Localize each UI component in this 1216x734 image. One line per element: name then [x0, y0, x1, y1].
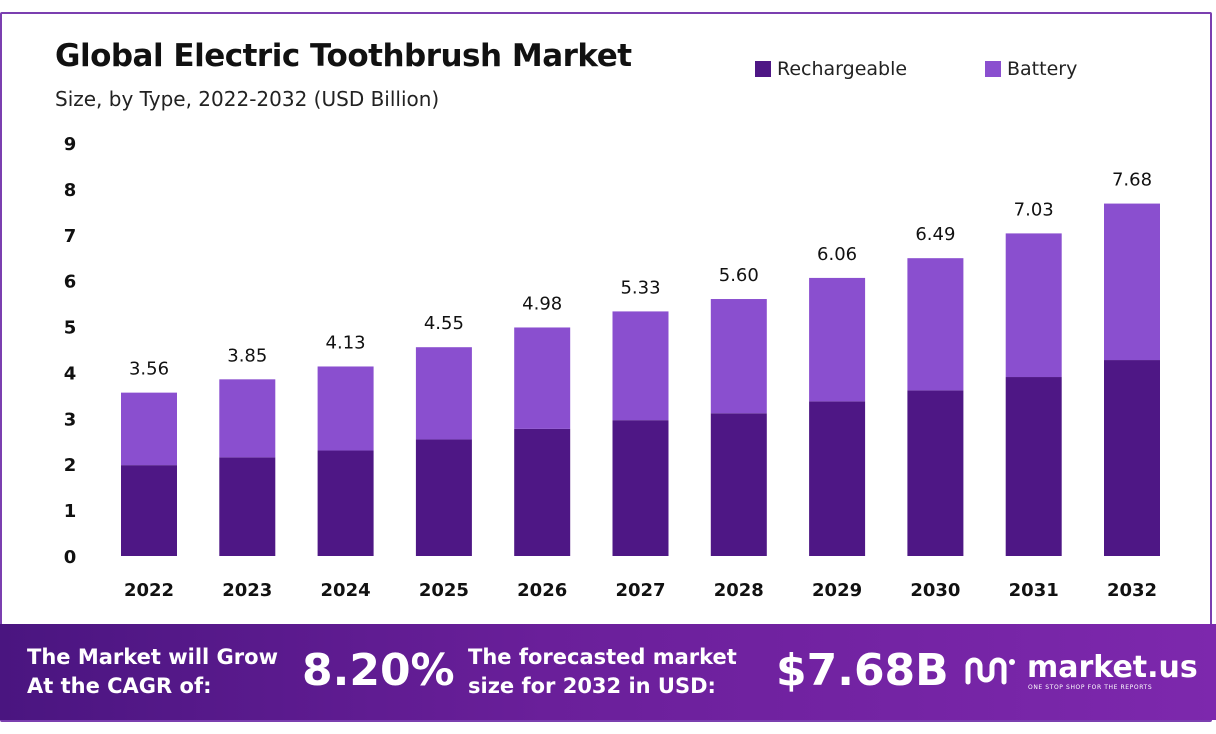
cagr-label-line1: The Market will Grow: [27, 645, 278, 669]
data-label-total-2031: 7.03: [1014, 199, 1054, 220]
forecast-label: The forecasted market size for 2032 in U…: [468, 643, 737, 701]
bar-rechargeable-2031: [1005, 377, 1062, 556]
legend-item-rechargeable: Rechargeable: [755, 58, 907, 80]
bar-rechargeable-2023: [219, 457, 276, 556]
bar-battery-2027: [612, 311, 669, 421]
x-tick-label-2028: 2028: [714, 580, 764, 601]
legend-item-battery: Battery: [985, 58, 1077, 80]
cagr-value: 8.20%: [302, 645, 455, 696]
bar-rechargeable-2025: [415, 439, 472, 556]
summary-banner: [0, 624, 1216, 720]
bar-chart: 0 1 2 3 4 5 6 7 8 9 3.56 2022 3.85 2023 4.13 2024 4.55 20…: [64, 134, 1160, 601]
y-tick-label: 7: [64, 226, 77, 247]
cagr-label: The Market will Grow At the CAGR of:: [27, 643, 278, 701]
data-label-total-2030: 6.49: [915, 224, 955, 245]
y-tick-label: 8: [64, 180, 77, 201]
data-label-total-2027: 5.33: [620, 277, 660, 298]
chart-title: Global Electric Toothbrush Market: [55, 38, 632, 74]
bar-rechargeable-2024: [317, 450, 374, 556]
y-tick-label: 1: [64, 501, 77, 522]
logo-tagline: ONE STOP SHOP FOR THE REPORTS: [1028, 684, 1153, 691]
y-tick-label: 9: [64, 134, 77, 155]
bar-rechargeable-2027: [612, 420, 669, 556]
data-label-total-2028: 5.60: [719, 265, 759, 286]
logo-name: market.us: [1027, 650, 1198, 685]
x-tick-label-2022: 2022: [124, 580, 174, 601]
data-label-total-2022: 3.56: [129, 359, 169, 380]
x-tick-label-2026: 2026: [517, 580, 567, 601]
forecast-value: $7.68B: [776, 645, 949, 696]
data-label-total-2032: 7.68: [1112, 170, 1152, 191]
chart-frame: [0, 12, 1212, 722]
legend-label-rechargeable: Rechargeable: [777, 58, 908, 80]
forecast-label-line2: size for 2032 in USD:: [468, 674, 716, 698]
bar-rechargeable-2032: [1104, 360, 1160, 556]
bar-rechargeable-2028: [710, 413, 767, 556]
legend-label-battery: Battery: [1007, 58, 1078, 80]
x-tick-label-2025: 2025: [419, 580, 469, 601]
legend-swatch-battery: [985, 61, 1001, 77]
x-tick-label-2023: 2023: [222, 580, 272, 601]
bar-battery-2023: [219, 379, 276, 458]
data-label-total-2029: 6.06: [817, 244, 857, 265]
y-tick-label: 5: [64, 318, 77, 339]
market-us-logo-icon: [965, 657, 1015, 685]
bar-battery-2024: [317, 366, 374, 451]
chart-subtitle: Size, by Type, 2022-2032 (USD Billion): [55, 87, 440, 111]
bar-battery-2022: [121, 392, 177, 466]
bar-battery-2029: [809, 277, 866, 402]
data-label-total-2025: 4.55: [424, 313, 464, 334]
data-label-total-2026: 4.98: [522, 293, 562, 314]
bar-battery-2026: [514, 327, 571, 429]
bar-battery-2032: [1104, 203, 1160, 361]
bar-battery-2030: [907, 258, 964, 391]
x-tick-label-2030: 2030: [910, 580, 960, 601]
bar-rechargeable-2026: [514, 428, 571, 556]
legend-swatch-rechargeable: [755, 61, 771, 77]
x-tick-label-2024: 2024: [321, 580, 371, 601]
bar-rechargeable-2022: [121, 465, 177, 556]
x-tick-label-2027: 2027: [615, 580, 665, 601]
bar-rechargeable-2029: [809, 401, 866, 556]
y-tick-label: 6: [64, 272, 77, 293]
data-label-total-2023: 3.85: [227, 345, 267, 366]
bar-battery-2028: [710, 299, 767, 414]
x-tick-label-2032: 2032: [1107, 580, 1157, 601]
bar-battery-2031: [1005, 233, 1062, 378]
x-tick-label-2029: 2029: [812, 580, 862, 601]
y-tick-label: 2: [64, 455, 77, 476]
cagr-label-line2: At the CAGR of:: [27, 674, 212, 698]
bar-battery-2025: [415, 347, 472, 440]
y-tick-label: 0: [64, 547, 77, 568]
forecast-label-line1: The forecasted market: [468, 645, 737, 669]
x-tick-label-2031: 2031: [1009, 580, 1059, 601]
bar-rechargeable-2030: [907, 390, 964, 556]
data-label-total-2024: 4.13: [326, 332, 366, 353]
y-tick-label: 4: [64, 363, 77, 384]
y-tick-label: 3: [64, 409, 77, 430]
